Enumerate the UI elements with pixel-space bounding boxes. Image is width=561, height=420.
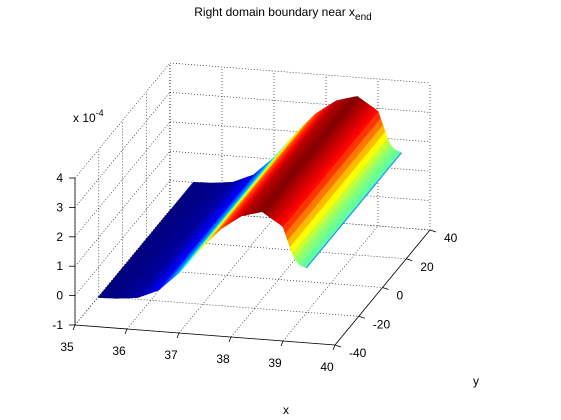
grid-line-z-side	[74, 209, 171, 326]
x-tick-label: 39	[268, 356, 282, 370]
x-tick-mark	[124, 328, 128, 335]
grid-line-x-floor	[126, 213, 223, 330]
z-tick-label: -1	[52, 318, 63, 332]
tick-labels: 35 36 37 38 39 40 -40 -20 0 20 40 -1 0 1 2 3 4	[52, 171, 457, 374]
x-tick-label: 37	[164, 348, 178, 362]
surface	[97, 96, 403, 299]
x-tick-mark	[176, 332, 180, 339]
z-multiplier-base: x 10	[73, 111, 96, 125]
z-multiplier-exponent: -4	[96, 108, 104, 118]
grid-line-z-side	[74, 92, 171, 208]
x-tick-mark	[280, 340, 284, 347]
grid-line-z-back	[169, 62, 431, 84]
y-axis-label: y	[473, 374, 479, 388]
chart-title-subscript: end	[355, 12, 372, 23]
z-tick-label: 0	[56, 289, 63, 303]
y-tick-mark	[382, 287, 389, 290]
grid-line-y-floor	[98, 296, 359, 317]
x-tick-label: 40	[320, 360, 334, 374]
z-tick-label: 2	[56, 230, 63, 244]
x-tick-label: 35	[60, 340, 74, 354]
grid-line-z-side	[74, 121, 171, 237]
y-tick-label: -40	[349, 346, 367, 360]
z-tick-label: 4	[56, 171, 63, 185]
y-tick-mark	[358, 315, 365, 319]
x-tick-mark	[228, 336, 232, 343]
y-tick-label: 20	[420, 260, 434, 274]
x-tick-label: 38	[216, 352, 230, 366]
grid-line-z-side	[74, 62, 171, 179]
y-tick-mark	[406, 258, 413, 262]
x-axis-label: x	[283, 403, 289, 417]
chart-title-main: Right domain boundary near x	[194, 5, 355, 19]
surface-edge	[305, 152, 402, 269]
x-tick-mark	[332, 344, 336, 351]
y-tick-mark	[334, 344, 342, 348]
y-tick-label: -20	[373, 317, 391, 331]
y-tick-label: 0	[397, 289, 404, 303]
chart-title: Right domain boundary near xend	[194, 5, 371, 23]
grid-line-x-floor	[282, 225, 379, 342]
x-tick-mark	[72, 324, 76, 331]
grid-line-z-side	[74, 151, 171, 267]
y-tick-label: 40	[444, 231, 458, 245]
grid-line-x-floor	[178, 217, 275, 334]
z-tick-label: 3	[56, 200, 63, 214]
grid-line-z-side	[74, 180, 171, 296]
grid-line-z-back	[169, 92, 431, 113]
grid-line-x-floor	[230, 221, 327, 338]
y-tick-mark	[429, 229, 437, 233]
x-axis-line	[74, 324, 336, 346]
z-tick-label: 1	[56, 259, 63, 273]
z-multiplier: x 10-4	[73, 108, 104, 125]
x-tick-label: 36	[112, 344, 126, 358]
